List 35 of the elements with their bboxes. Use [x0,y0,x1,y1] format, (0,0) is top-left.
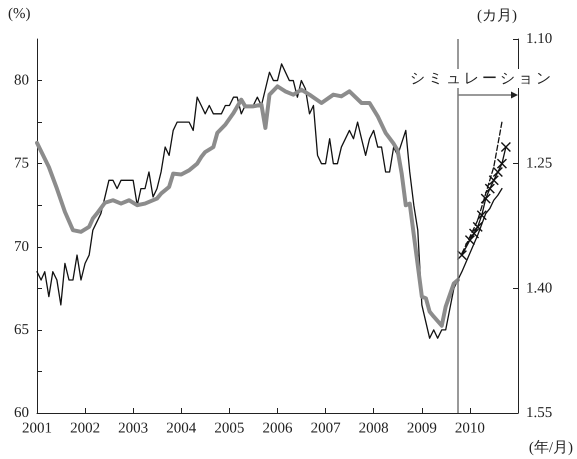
point [492,166,503,177]
x-tick-label: 2006 [262,420,293,436]
point [488,175,499,186]
ref-line-label: シミュレーション [408,69,556,88]
point [480,194,491,204]
line-series [35,84,460,328]
y2-axis-title: (カ月) [477,7,517,25]
line-series [36,63,503,339]
y-tick-label: 65 [14,322,29,338]
point [464,235,475,246]
point [476,210,487,220]
y-axis-title: (%) [8,6,30,23]
y-tick-label: 70 [14,238,29,255]
x-tick-label: 2010 [454,420,485,436]
point [472,222,483,232]
y2-tick-label: 1.40 [526,280,552,296]
x-tick-label: 2008 [358,420,389,436]
x-axis-title: (年/月) [528,439,573,457]
y-tick-label: 75 [14,156,29,172]
x-tick-label: 2002 [70,420,100,436]
x-tick-label: 2003 [118,420,148,436]
y2-tick-label: 1.10 [526,31,552,47]
point [500,142,511,152]
y-tick-label: 80 [14,72,29,89]
x-tick-label: 2009 [406,420,437,436]
point [484,184,495,194]
y2-tick-label: 1.55 [526,405,552,421]
y2-tick-label: 1.25 [526,156,552,172]
point [469,228,480,238]
y-tick-label: 60 [14,405,29,421]
x-tick-label: 2007 [310,420,342,436]
x-tick-label: 2004 [166,420,197,436]
x-tick-label: 2005 [214,420,244,436]
x-tick-label: 2001 [22,420,52,436]
point [496,158,507,169]
